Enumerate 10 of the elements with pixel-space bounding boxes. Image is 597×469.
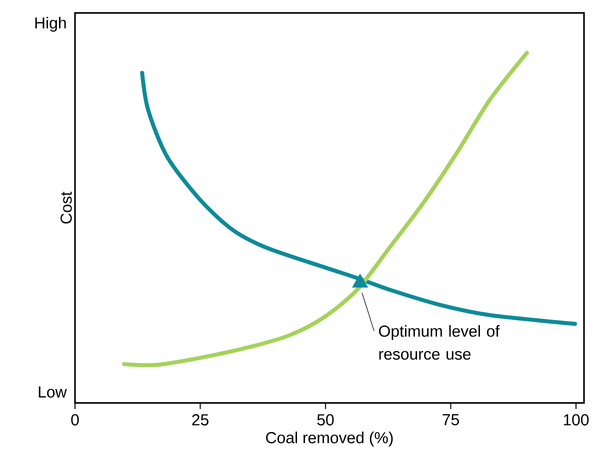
x-tick-label: 100 [564, 414, 589, 426]
y-axis-title: Cost [60, 192, 72, 224]
x-tick-label: 75 [442, 414, 459, 426]
text: Low [38, 386, 67, 398]
x-tick-label: 0 [71, 414, 79, 426]
x-axis-title: Coal removed (%) [266, 432, 393, 446]
text: High [35, 16, 66, 32]
x-tick-label: 50 [317, 414, 334, 426]
x-tick-label: 25 [192, 414, 208, 426]
annotation: Optimum level of resource use [379, 325, 500, 360]
